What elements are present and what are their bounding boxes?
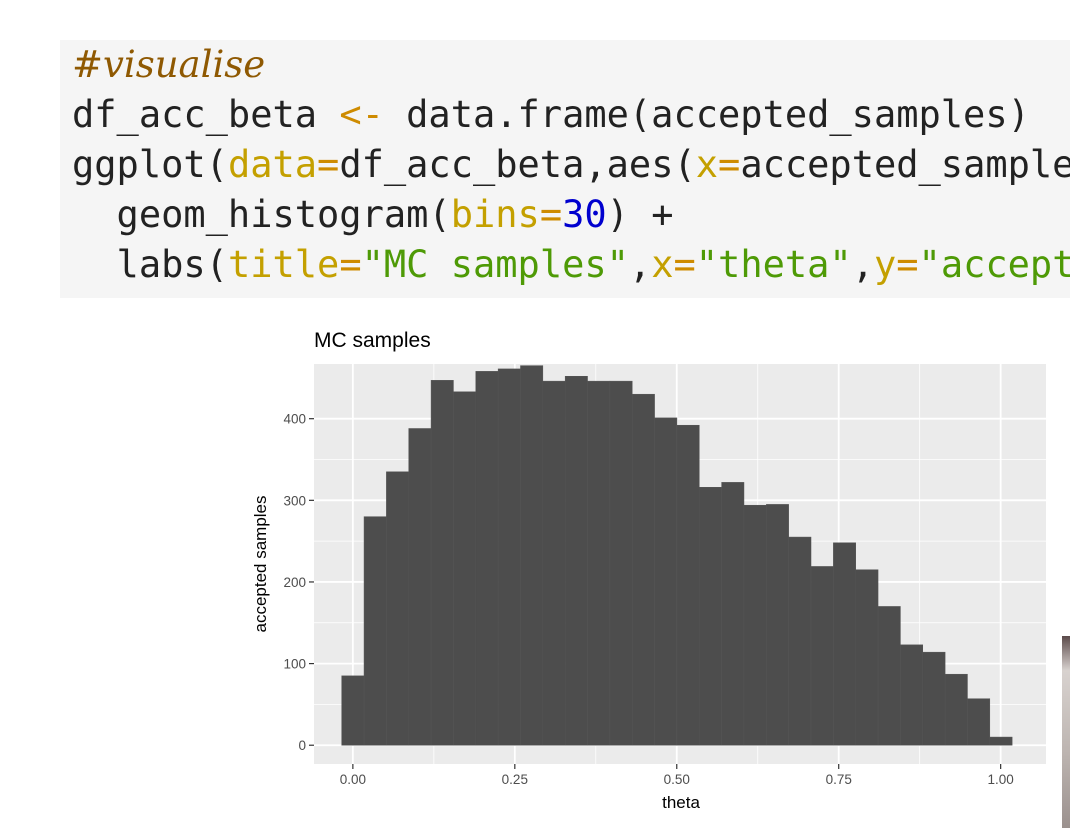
histogram-bar <box>922 651 946 746</box>
histogram-bar <box>341 675 365 746</box>
code-number: 30 <box>562 193 607 236</box>
code-operator: = <box>673 243 696 286</box>
histogram-bar <box>766 504 789 746</box>
histogram-bar <box>631 393 655 746</box>
code-operator: = <box>339 243 362 286</box>
code-token: labs( <box>72 243 228 286</box>
y-tick-label: 200 <box>283 575 306 590</box>
code-token: ) + <box>606 193 674 236</box>
code-operator: = <box>317 143 340 186</box>
histogram-bar <box>430 380 454 746</box>
code-argument: y <box>873 243 897 286</box>
x-tick-label: 1.00 <box>988 772 1014 787</box>
code-argument: x <box>651 243 674 286</box>
x-tick-label: 0.50 <box>664 772 690 787</box>
axis-tick-labels: 0.00 0.25 0.50 0.75 1.00 0 100 200 300 400 <box>283 412 1013 787</box>
code-token: data.frame(accepted_samples) <box>383 93 1030 136</box>
code-line-3: ggplot(data=df_acc_beta,aes(x=accepted_s… <box>72 140 1070 190</box>
histogram-bar <box>475 371 499 746</box>
y-tick-label: 100 <box>283 657 306 672</box>
code-comment: #visualise <box>72 43 266 86</box>
histogram-bar <box>497 368 521 746</box>
code-line-2: df_acc_beta <- data.frame(accepted_sampl… <box>72 90 1030 140</box>
histogram-bar <box>564 375 588 746</box>
histogram-bar <box>833 542 856 746</box>
axis-ticks <box>309 418 1002 769</box>
histogram-bars <box>341 365 1013 746</box>
histogram-bar <box>900 644 924 746</box>
histogram-bar <box>989 736 1013 746</box>
y-axis-title: accepted samples <box>251 495 270 632</box>
code-token: , <box>851 243 874 286</box>
video-thumbnail-edge <box>1062 636 1070 828</box>
histogram-bar <box>408 428 432 746</box>
code-string: "MC samples" <box>361 243 629 286</box>
histogram-bar <box>654 417 678 746</box>
code-block: #visualise df_acc_beta <- data.frame(acc… <box>60 40 1070 298</box>
code-line-5: labs(title="MC samples",x="theta",y="acc… <box>72 240 1070 290</box>
code-line-4: geom_histogram(bins=30) + <box>72 190 674 240</box>
x-tick-label: 0.25 <box>502 772 528 787</box>
histogram-bar <box>676 424 700 746</box>
histogram-bar <box>453 391 477 746</box>
histogram-bar <box>520 365 544 746</box>
code-line-1: #visualise <box>72 40 265 90</box>
code-token: df_acc_beta <box>72 93 340 136</box>
code-argument: x <box>695 143 719 186</box>
code-token: , <box>628 243 652 286</box>
histogram-bar <box>788 536 812 746</box>
histogram-bar <box>855 569 879 746</box>
histogram-bar <box>810 566 834 746</box>
code-token: accepted_samples) <box>740 143 1070 186</box>
code-argument: data <box>227 143 318 186</box>
x-axis-title: theta <box>662 793 700 812</box>
histogram-bar <box>743 504 767 746</box>
code-argument: bins <box>450 193 540 236</box>
histogram-bar <box>363 516 387 746</box>
code-string: "theta" <box>695 243 852 286</box>
histogram-bar <box>944 673 968 746</box>
code-operator: <- <box>339 93 384 136</box>
histogram-bar <box>609 380 633 746</box>
histogram-bar <box>877 606 901 746</box>
code-token: ggplot( <box>72 143 228 186</box>
histogram-bar <box>587 380 611 746</box>
code-token: df_acc_beta,aes( <box>339 143 696 186</box>
y-tick-label: 300 <box>283 493 306 508</box>
y-tick-label: 0 <box>298 738 306 753</box>
chart-title: MC samples <box>314 329 431 352</box>
x-tick-label: 0.75 <box>826 772 852 787</box>
code-argument: title <box>227 243 340 286</box>
x-tick-label: 0.00 <box>340 772 366 787</box>
code-operator: = <box>718 143 741 186</box>
code-string: "acceptec <box>918 243 1070 286</box>
histogram-bar <box>542 380 566 746</box>
histogram-bar <box>721 482 745 746</box>
histogram-bar <box>386 471 409 746</box>
histogram-bar <box>967 698 991 746</box>
histogram-bar <box>699 487 722 746</box>
y-tick-label: 400 <box>283 412 306 427</box>
code-operator: = <box>539 193 563 236</box>
code-operator: = <box>896 243 919 286</box>
code-token: geom_histogram( <box>72 193 451 236</box>
